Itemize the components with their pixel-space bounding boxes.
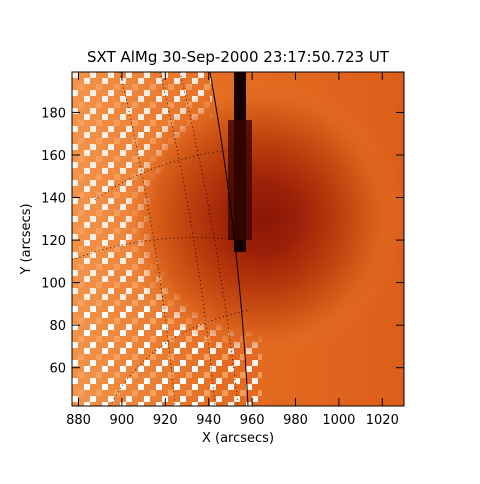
x-tick-label: 880 <box>66 413 91 428</box>
plot-frame <box>71 71 405 407</box>
x-tick-label: 980 <box>283 413 308 428</box>
y-tick-label: 160 <box>41 149 66 164</box>
x-tick-label: 960 <box>240 413 265 428</box>
x-tick-label: 940 <box>196 413 221 428</box>
y-tick-label: 100 <box>41 277 66 292</box>
y-tick-label: 180 <box>41 106 66 121</box>
x-tick-label: 1000 <box>322 413 355 428</box>
y-tick-label: 120 <box>41 234 66 249</box>
x-axis-label: X (arcsecs) <box>202 431 274 446</box>
x-tick-label: 1020 <box>366 413 399 428</box>
y-tick-label: 140 <box>41 192 66 207</box>
chart-title: SXT AlMg 30-Sep-2000 23:17:50.723 UT <box>87 48 390 66</box>
y-tick-label: 80 <box>49 319 66 334</box>
solar-image <box>72 72 404 406</box>
y-tick-label: 60 <box>49 362 66 377</box>
y-axis-label: Y (arcsecs) <box>19 203 34 275</box>
x-tick-label: 900 <box>109 413 134 428</box>
x-tick-label: 920 <box>153 413 178 428</box>
